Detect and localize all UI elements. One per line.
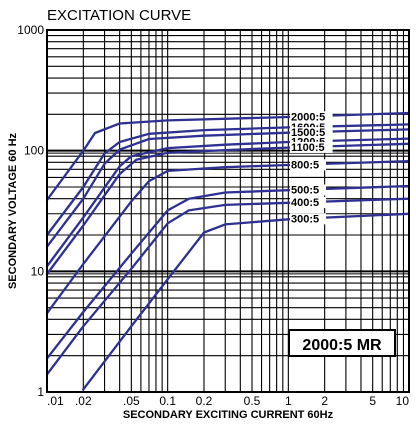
- y-tick-label: 10: [31, 264, 45, 278]
- x-tick-label: .01: [47, 394, 64, 408]
- x-tick-label: .02: [75, 394, 92, 408]
- tick-labels: .01 .02 .05 0.1 0.2 0.5 1 2 5 10 1 10 100 1000: [17, 23, 409, 408]
- y-axis-label: SECONDARY VOLTAGE 60 Hz: [7, 132, 19, 289]
- series-1100-5-label-bg: [290, 141, 333, 153]
- plot-frame: [46, 29, 410, 393]
- series-500-5-label-bg: [290, 184, 326, 196]
- series-group: [45, 111, 411, 391]
- chart-title: EXCITATION CURVE: [47, 7, 191, 24]
- x-axis-label: SECONDARY EXCITING CURRENT 60Hz: [123, 409, 334, 421]
- x-tick-label: .05: [123, 394, 140, 408]
- series-2000-5-label-bg: [290, 111, 333, 123]
- series-1200-5-label-bg: [290, 136, 333, 148]
- x-tick-label: 1: [285, 394, 292, 408]
- series-1500-5-line: [45, 128, 411, 248]
- series-1200-5-line: [45, 137, 411, 268]
- series-2000-5-line: [45, 111, 411, 202]
- series-300-5-label-bg: [290, 213, 326, 225]
- annotation-text: 2000:5 MR: [302, 337, 382, 354]
- series-400-5-line: [45, 197, 411, 376]
- x-tick-label: 0.5: [244, 394, 261, 408]
- series-500-5-label: 500:5: [291, 184, 319, 196]
- annotation-box: 2000:5 MR: [288, 329, 396, 357]
- series-500-5-line: [45, 184, 411, 360]
- series-300-5-label: 300:5: [291, 213, 319, 225]
- x-tick-label: 0.1: [159, 394, 176, 408]
- series-1100-5-line: [45, 142, 411, 276]
- series-800-5-label: 800:5: [291, 159, 319, 171]
- series-400-5-label-bg: [290, 197, 326, 209]
- series-300-5-line: [82, 212, 411, 391]
- series-1500-5-label: 1500:5: [291, 127, 325, 139]
- y-tick-label: 1: [37, 385, 44, 399]
- series-1500-5-label-bg: [290, 127, 333, 139]
- series-1100-5-label: 1100:5: [291, 142, 325, 154]
- series-800-5-label-bg: [290, 159, 326, 171]
- series-2000-5-label: 2000:5: [291, 111, 325, 123]
- x-tick-label: 2: [321, 394, 328, 408]
- series-800-5-line: [45, 159, 411, 315]
- y-tick-label: 100: [24, 144, 44, 158]
- y-tick-label: 1000: [17, 23, 44, 37]
- x-tick-label: 0.2: [196, 394, 213, 408]
- series-labels: 2000:51600:51500:51200:51100:5800:5500:5…: [290, 111, 333, 225]
- series-400-5-label: 400:5: [291, 197, 319, 209]
- x-tick-label: 5: [369, 394, 376, 408]
- x-tick-label: 10: [396, 394, 410, 408]
- series-1600-5-line: [45, 123, 411, 237]
